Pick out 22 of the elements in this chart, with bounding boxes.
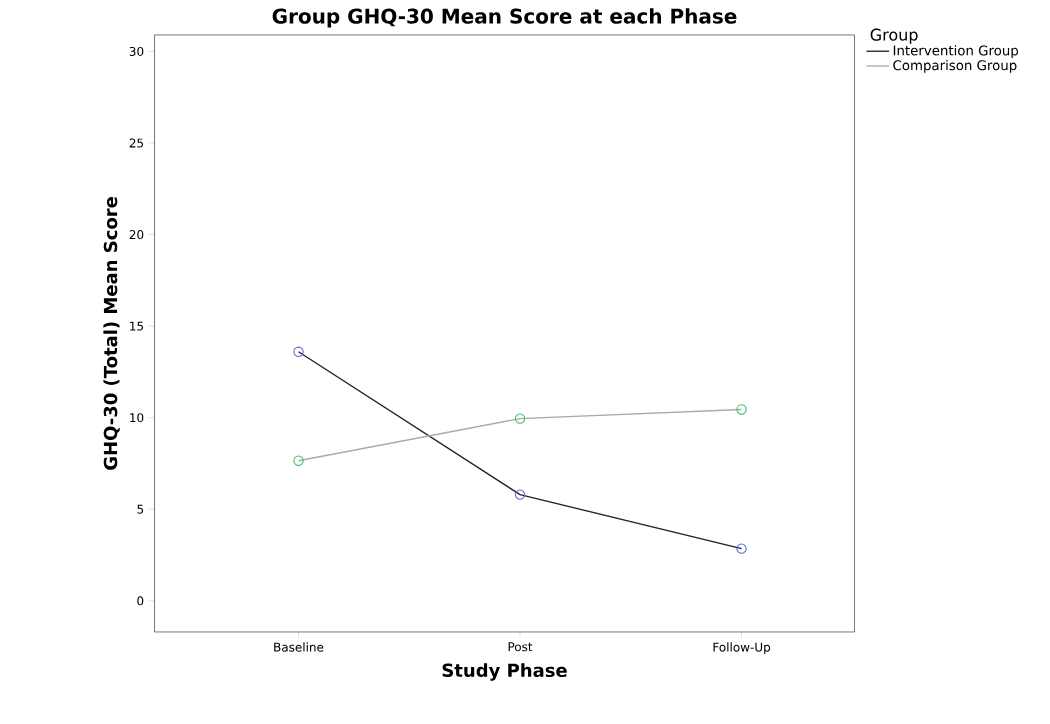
y-tick-label: 0 <box>137 596 144 606</box>
x-axis-title: Study Phase <box>442 663 567 681</box>
legend-label: Comparison Group <box>893 59 1017 73</box>
point <box>514 413 526 424</box>
y-tick-label: 5 <box>137 504 144 514</box>
y-tick-label: 15 <box>130 321 144 331</box>
point <box>514 489 526 500</box>
x-tick-label: Post <box>508 642 533 652</box>
legend-label: Intervention Group <box>893 45 1019 59</box>
point <box>736 543 747 554</box>
x-tick-label: Baseline <box>274 642 324 652</box>
x-tick-label: Follow-Up <box>713 642 771 654</box>
y-tick-label: 25 <box>129 138 144 148</box>
point <box>293 455 304 466</box>
y-tick-label: 10 <box>130 413 144 423</box>
chart-title: Group GHQ-30 Mean Score at each Phase <box>272 8 737 28</box>
point <box>293 346 304 357</box>
y-tick-label: 20 <box>129 230 144 240</box>
point <box>736 404 747 415</box>
y-axis-title: GHQ-30 (Total) Mean Score <box>103 197 120 470</box>
y-tick-label: 30 <box>129 46 144 56</box>
legend-title: Group <box>870 28 918 44</box>
